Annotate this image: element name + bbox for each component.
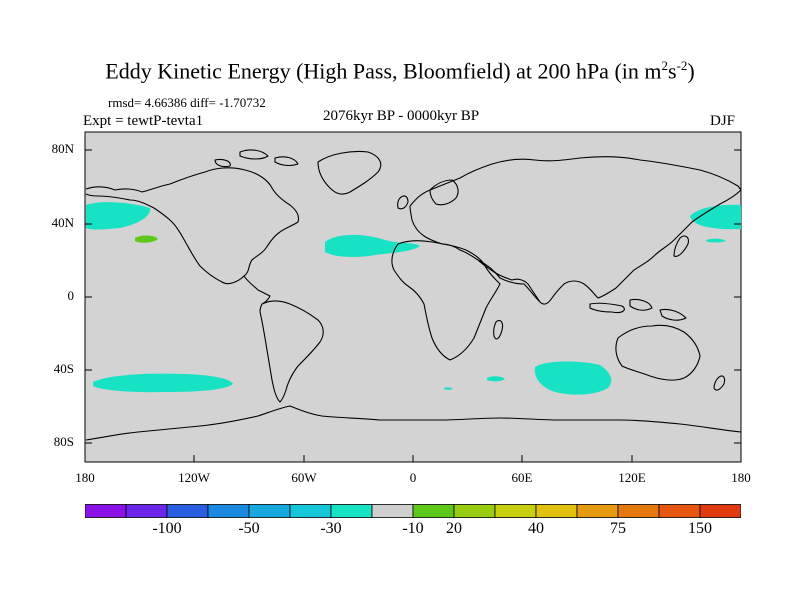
anomaly-north-pacific-west (86, 202, 151, 230)
coast-new-zealand (713, 375, 726, 391)
coast-scandinavia (429, 179, 459, 206)
period-label: 2076kyr BP - 0000kyr BP (323, 108, 480, 124)
coast-greenland (317, 150, 382, 195)
coast-eurasia (409, 156, 742, 305)
colorbar-label: -100 (152, 520, 182, 537)
x-tick-label: 120W (178, 470, 210, 485)
anomaly-regions (86, 202, 741, 395)
y-tick-label: 80S (53, 434, 74, 449)
y-tick-label: 0 (67, 288, 75, 303)
x-tick-label: 180 (731, 470, 751, 485)
colorbar-box (494, 504, 537, 518)
map-background (84, 131, 742, 463)
colorbar-label: -10 (402, 520, 424, 537)
coast-africa (391, 240, 501, 361)
coast-arabia-india (477, 259, 541, 303)
x-tick-label: 60E (511, 470, 533, 485)
anomaly-north-pacific-east (690, 204, 741, 230)
anomaly-north-pacific-east-small (706, 238, 726, 243)
x-tick-label: 120E (618, 470, 646, 485)
coast-uk (397, 195, 409, 210)
anomaly-south-atlantic-dot (444, 387, 453, 390)
colorbar-box (699, 504, 741, 518)
colorbar (85, 504, 741, 518)
plot-title: Eddy Kinetic Energy (High Pass, Bloomfie… (105, 58, 695, 84)
coastlines (85, 149, 742, 441)
coast-arctic-islands (214, 149, 299, 168)
colorbar-box (535, 504, 578, 518)
colorbar-box (289, 504, 332, 518)
coast-antarctica (85, 405, 742, 441)
axis-ticks (84, 149, 742, 462)
colorbar-box (125, 504, 168, 518)
colorbar-box (248, 504, 291, 518)
anomaly-east-pacific-positive (135, 235, 158, 243)
colorbar-label: 40 (528, 520, 544, 537)
colorbar-box (412, 504, 455, 518)
x-tick-label: 180 (75, 470, 95, 485)
coast-south-america (259, 300, 324, 403)
coast-central-america (243, 275, 271, 305)
anomaly-south-atlantic-small (487, 376, 505, 382)
coast-southeast-asia-islands (589, 298, 687, 321)
colorbar-label: -30 (320, 520, 342, 537)
stats-text: rmsd= 4.66386 diff= -1.70732 (108, 95, 266, 110)
anomaly-south-indian (534, 361, 612, 395)
y-tick-label: 40S (53, 361, 74, 376)
colorbar-box (576, 504, 619, 518)
colorbar-box (371, 504, 414, 518)
anomaly-south-pacific (93, 373, 233, 393)
colorbar-label: 75 (610, 520, 626, 537)
y-tick-label: 80N (51, 141, 74, 156)
colorbar-box (617, 504, 660, 518)
colorbar-label: 150 (688, 520, 712, 537)
colorbar-label: 20 (446, 520, 462, 537)
experiment-label: Expt = tewtP-tevta1 (83, 113, 204, 129)
coast-japan (673, 235, 689, 257)
colorbar-box (658, 504, 701, 518)
coast-madagascar (493, 319, 504, 340)
x-tick-label: 0 (409, 470, 417, 485)
colorbar-label: -50 (238, 520, 260, 537)
colorbar-box (85, 504, 127, 518)
x-tick-label: 60W (291, 470, 317, 485)
colorbar-box (166, 504, 209, 518)
colorbar-box (330, 504, 373, 518)
colorbar-box (207, 504, 250, 518)
anomaly-north-atlantic (325, 234, 420, 257)
colorbar-box (453, 504, 496, 518)
y-tick-label: 40N (51, 215, 74, 230)
coast-australia (615, 324, 701, 381)
coast-north-america (85, 167, 300, 285)
season-label: DJF (710, 113, 736, 129)
